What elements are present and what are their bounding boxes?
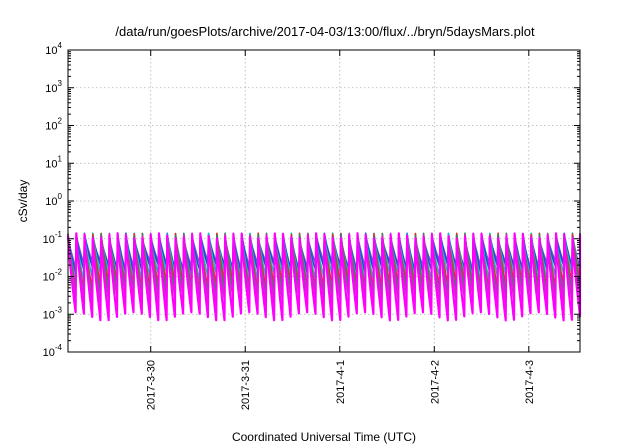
ticks	[68, 49, 580, 353]
y-tick-label: 100	[45, 192, 62, 208]
x-tick-label: 2017-4-3	[524, 360, 536, 404]
series-line	[67, 232, 581, 282]
y-tick-label: 10-3	[43, 305, 63, 321]
x-tick-label: 2017-3-30	[146, 360, 158, 410]
x-tick-label: 2017-3-31	[240, 360, 252, 410]
y-tick-label: 102	[45, 117, 62, 133]
y-tick-label: 101	[45, 154, 62, 170]
series-line	[66, 232, 582, 322]
chart-title: /data/run/goesPlots/archive/2017-04-03/1…	[115, 24, 535, 39]
y-tick-label: 104	[45, 41, 62, 57]
y-axis-label: cSv/day	[16, 180, 30, 223]
y-tick-label: 10-1	[43, 230, 63, 246]
y-tick-label: 10-2	[43, 268, 63, 284]
x-tick-labels: 2017-3-30 2017-3-31 2017-4-1 2017-4-2 2017-4…	[146, 360, 536, 410]
x-tick-label: 2017-4-1	[335, 360, 347, 404]
y-tick-label: 103	[45, 79, 62, 95]
series-layer	[66, 232, 582, 322]
y-tick-label: 10-4	[43, 343, 63, 359]
series-line	[67, 232, 581, 274]
x-tick-label: 2017-4-2	[429, 360, 441, 404]
y-tick-labels: 10-4 10-3 10-2 10-1 100 101 102 103 104	[43, 41, 63, 359]
x-axis-label: Coordinated Universal Time (UTC)	[232, 430, 416, 444]
